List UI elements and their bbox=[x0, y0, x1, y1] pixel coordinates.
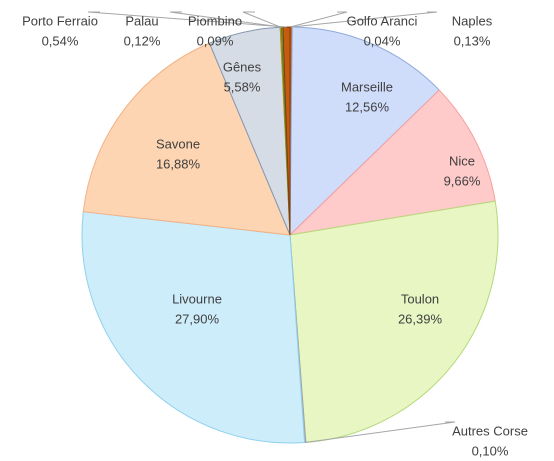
pie-slice bbox=[82, 42, 291, 236]
pie-slice bbox=[81, 211, 306, 444]
leader-line bbox=[291, 11, 438, 28]
leader-line bbox=[169, 11, 283, 28]
slice-value-label: 16,88% bbox=[156, 156, 201, 171]
pie-slice bbox=[288, 89, 496, 236]
leader-line bbox=[242, 11, 281, 28]
slice-label: Porto Ferraio bbox=[22, 13, 98, 28]
leader-line bbox=[305, 421, 456, 443]
slice-value-label: 0,04% bbox=[364, 33, 401, 48]
slice-value-label: 12,56% bbox=[345, 99, 390, 114]
slice-label: Livourne bbox=[172, 291, 222, 306]
leader-line bbox=[87, 11, 287, 28]
pie-slice bbox=[289, 200, 499, 443]
slice-value-label: 27,90% bbox=[175, 311, 220, 326]
slice-label: Golfo Aranci bbox=[347, 13, 418, 28]
slice-value-label: 0,12% bbox=[124, 33, 161, 48]
slice-value-label: 0,54% bbox=[42, 33, 79, 48]
slice-label: Savone bbox=[156, 136, 200, 151]
slice-value-label: 26,39% bbox=[398, 311, 443, 326]
slice-value-label: 0,09% bbox=[197, 33, 234, 48]
slice-value-label: 0,13% bbox=[454, 33, 491, 48]
slice-label: Naples bbox=[452, 13, 493, 28]
leader-line bbox=[290, 11, 348, 28]
slice-label: Toulon bbox=[401, 291, 439, 306]
slice-label: Nice bbox=[449, 153, 475, 168]
slice-label: Autres Corse bbox=[452, 423, 528, 438]
slice-label: Marseille bbox=[341, 79, 393, 94]
slice-label: Piombino bbox=[188, 13, 242, 28]
slice-value-label: 9,66% bbox=[444, 173, 481, 188]
slice-label: Gênes bbox=[223, 59, 262, 74]
slice-value-label: 5,58% bbox=[224, 79, 261, 94]
slice-value-label: 0,10% bbox=[472, 443, 509, 458]
pie-slice bbox=[289, 26, 440, 237]
slice-label: Palau bbox=[125, 13, 158, 28]
